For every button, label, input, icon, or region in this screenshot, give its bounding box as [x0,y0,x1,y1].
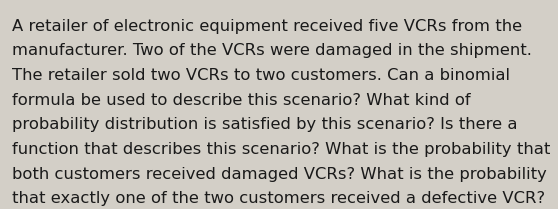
Text: manufacturer. Two of the VCRs were damaged in the shipment.: manufacturer. Two of the VCRs were damag… [12,43,532,59]
Text: both customers received damaged VCRs? What is the probability: both customers received damaged VCRs? Wh… [12,167,547,182]
Text: that exactly one of the two customers received a defective VCR?: that exactly one of the two customers re… [12,191,545,206]
Text: The retailer sold two VCRs to two customers. Can a binomial: The retailer sold two VCRs to two custom… [12,68,510,83]
Text: function that describes this scenario? What is the probability that: function that describes this scenario? W… [12,142,551,157]
Text: probability distribution is satisfied by this scenario? Is there a: probability distribution is satisfied by… [12,117,518,133]
Text: formula be used to describe this scenario? What kind of: formula be used to describe this scenari… [12,93,471,108]
Text: A retailer of electronic equipment received five VCRs from the: A retailer of electronic equipment recei… [12,19,522,34]
